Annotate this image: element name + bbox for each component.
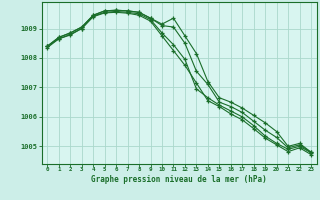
X-axis label: Graphe pression niveau de la mer (hPa): Graphe pression niveau de la mer (hPa) [91,175,267,184]
